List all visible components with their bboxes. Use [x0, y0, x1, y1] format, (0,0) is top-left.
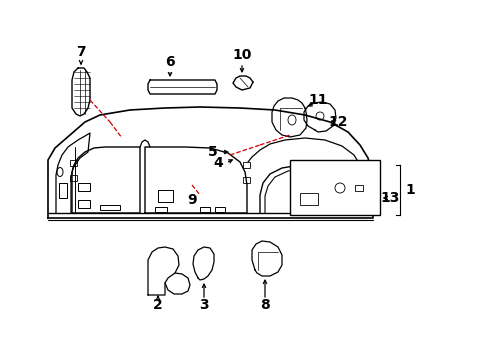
Text: 8: 8	[260, 298, 269, 312]
Bar	[78, 200, 90, 208]
Bar	[158, 190, 173, 202]
Text: 6: 6	[165, 55, 174, 69]
Bar	[155, 207, 167, 212]
Bar	[59, 183, 67, 198]
Text: 13: 13	[380, 191, 399, 205]
Bar	[100, 205, 120, 210]
Bar	[70, 175, 77, 181]
Bar	[354, 185, 362, 191]
Text: 7: 7	[76, 45, 85, 59]
Text: 3: 3	[199, 298, 208, 312]
Bar	[78, 183, 90, 191]
Text: 11: 11	[307, 93, 327, 107]
Text: 5: 5	[208, 145, 218, 159]
Bar	[215, 207, 224, 212]
Bar	[200, 207, 209, 212]
Bar	[243, 162, 249, 168]
Bar	[299, 193, 317, 205]
Bar	[289, 160, 379, 215]
Text: 2: 2	[153, 298, 163, 312]
Text: 12: 12	[327, 115, 347, 129]
Text: 1: 1	[404, 183, 414, 197]
Text: 9: 9	[187, 193, 196, 207]
Text: 4: 4	[213, 156, 223, 170]
Bar	[70, 160, 77, 166]
Text: 10: 10	[232, 48, 251, 62]
Bar	[243, 177, 249, 183]
